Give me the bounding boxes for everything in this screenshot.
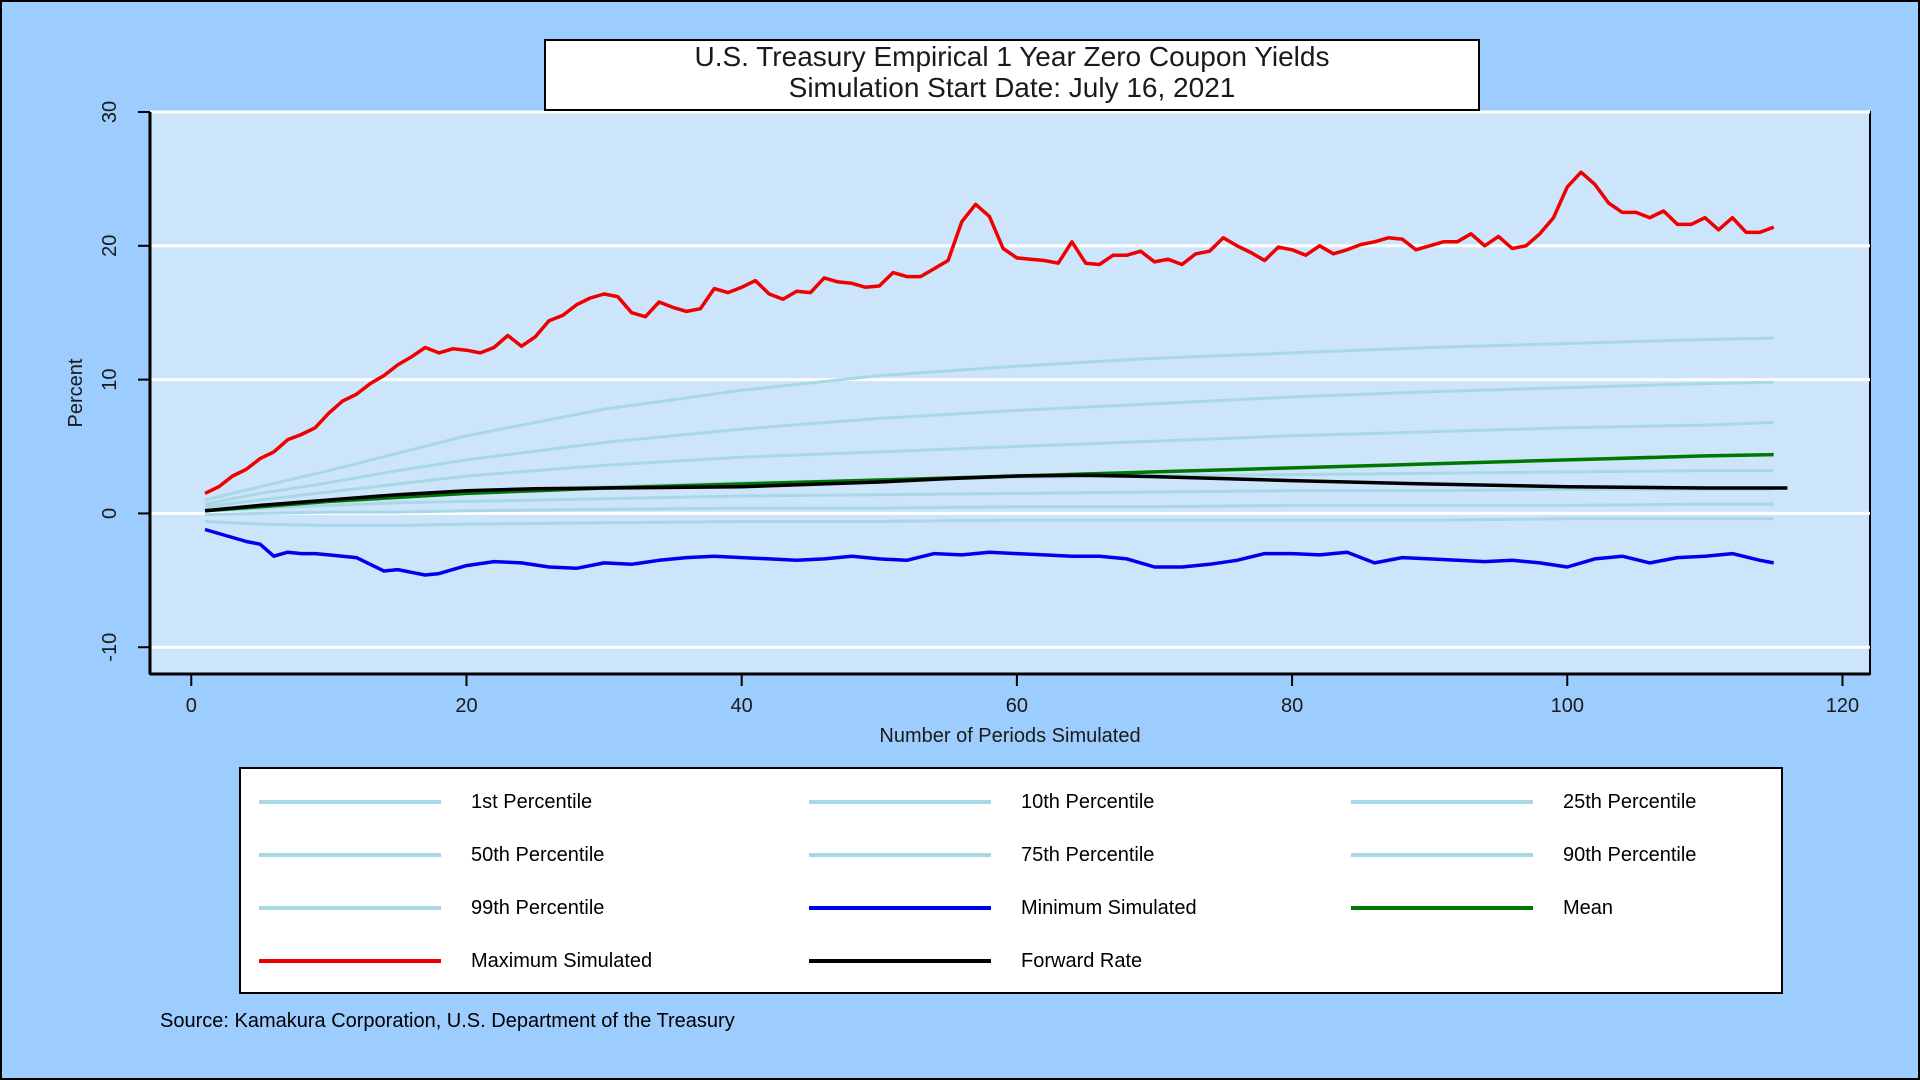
series-line-10th-percentile	[204, 502, 1774, 517]
legend-swatch	[809, 800, 991, 804]
legend-swatch	[259, 906, 441, 910]
grid-lines	[150, 110, 1870, 649]
source-note: Source: Kamakura Corporation, U.S. Depar…	[160, 1010, 735, 1032]
series-line-75th-percentile	[204, 420, 1774, 509]
legend-swatch	[259, 853, 441, 857]
legend-label: 1st Percentile	[471, 791, 593, 813]
series-line-forward-rate	[204, 473, 1788, 513]
legend-label: 10th Percentile	[1021, 791, 1155, 813]
x-tick-label: 100	[1551, 695, 1584, 717]
series-line-25th-percentile	[204, 487, 1774, 513]
legend-label: Minimum Simulated	[1021, 897, 1197, 919]
legend-label: Maximum Simulated	[471, 950, 653, 972]
y-tick-label: -10	[99, 633, 121, 662]
y-tick-label: 20	[99, 235, 121, 257]
y-axis-label: Percent	[65, 358, 87, 427]
x-tick-label: 20	[455, 695, 477, 717]
series-line-minimum-simulated	[204, 527, 1775, 577]
legend: 1st Percentile 10th Percentile 25th Percen…	[239, 767, 1783, 994]
legend-swatch	[259, 959, 441, 963]
x-tick-label: 80	[1281, 695, 1303, 717]
legend-label: Forward Rate	[1021, 950, 1143, 972]
series-group	[204, 170, 1788, 577]
x-tick-label: 40	[731, 695, 753, 717]
x-tick-label: 120	[1826, 695, 1859, 717]
legend-label: 50th Percentile	[471, 844, 605, 866]
legend-label: 99th Percentile	[471, 897, 605, 919]
legend-swatch	[809, 853, 991, 857]
chart-title-box: U.S. Treasury Empirical 1 Year Zero Coup…	[544, 39, 1480, 111]
legend-swatch	[809, 959, 991, 963]
series-line-1st-percentile	[204, 517, 1774, 527]
axes-group	[148, 112, 1870, 676]
series-line-99th-percentile	[204, 336, 1774, 502]
series-line-mean	[204, 452, 1774, 513]
legend-label: 90th Percentile	[1563, 844, 1697, 866]
y-tick-label: 0	[99, 508, 121, 519]
legend-label: 25th Percentile	[1563, 791, 1697, 813]
legend-swatch	[1351, 853, 1533, 857]
series-line-maximum-simulated	[204, 170, 1775, 495]
series-line-90th-percentile	[204, 380, 1774, 506]
y-tick-label: 30	[99, 101, 121, 123]
legend-swatch	[259, 800, 441, 804]
x-tick-label: 0	[186, 695, 197, 717]
legend-label: 75th Percentile	[1021, 844, 1155, 866]
legend-swatch	[809, 906, 991, 910]
y-tick-label: 10	[99, 368, 121, 390]
plot-area	[149, 111, 1871, 675]
chart-title: U.S. Treasury Empirical 1 Year Zero Coup…	[694, 41, 1330, 72]
legend-swatch	[1351, 906, 1533, 910]
legend-label: Mean	[1563, 897, 1614, 919]
legend-swatch	[1351, 800, 1533, 804]
x-tick-label: 60	[1006, 695, 1028, 717]
tick-group: -10 0 10 20 30 0 20 40 60 80 100 120	[99, 101, 1859, 717]
chart-subtitle: Simulation Start Date: July 16, 2021	[788, 72, 1236, 103]
x-axis-label: Number of Periods Simulated	[879, 725, 1140, 747]
